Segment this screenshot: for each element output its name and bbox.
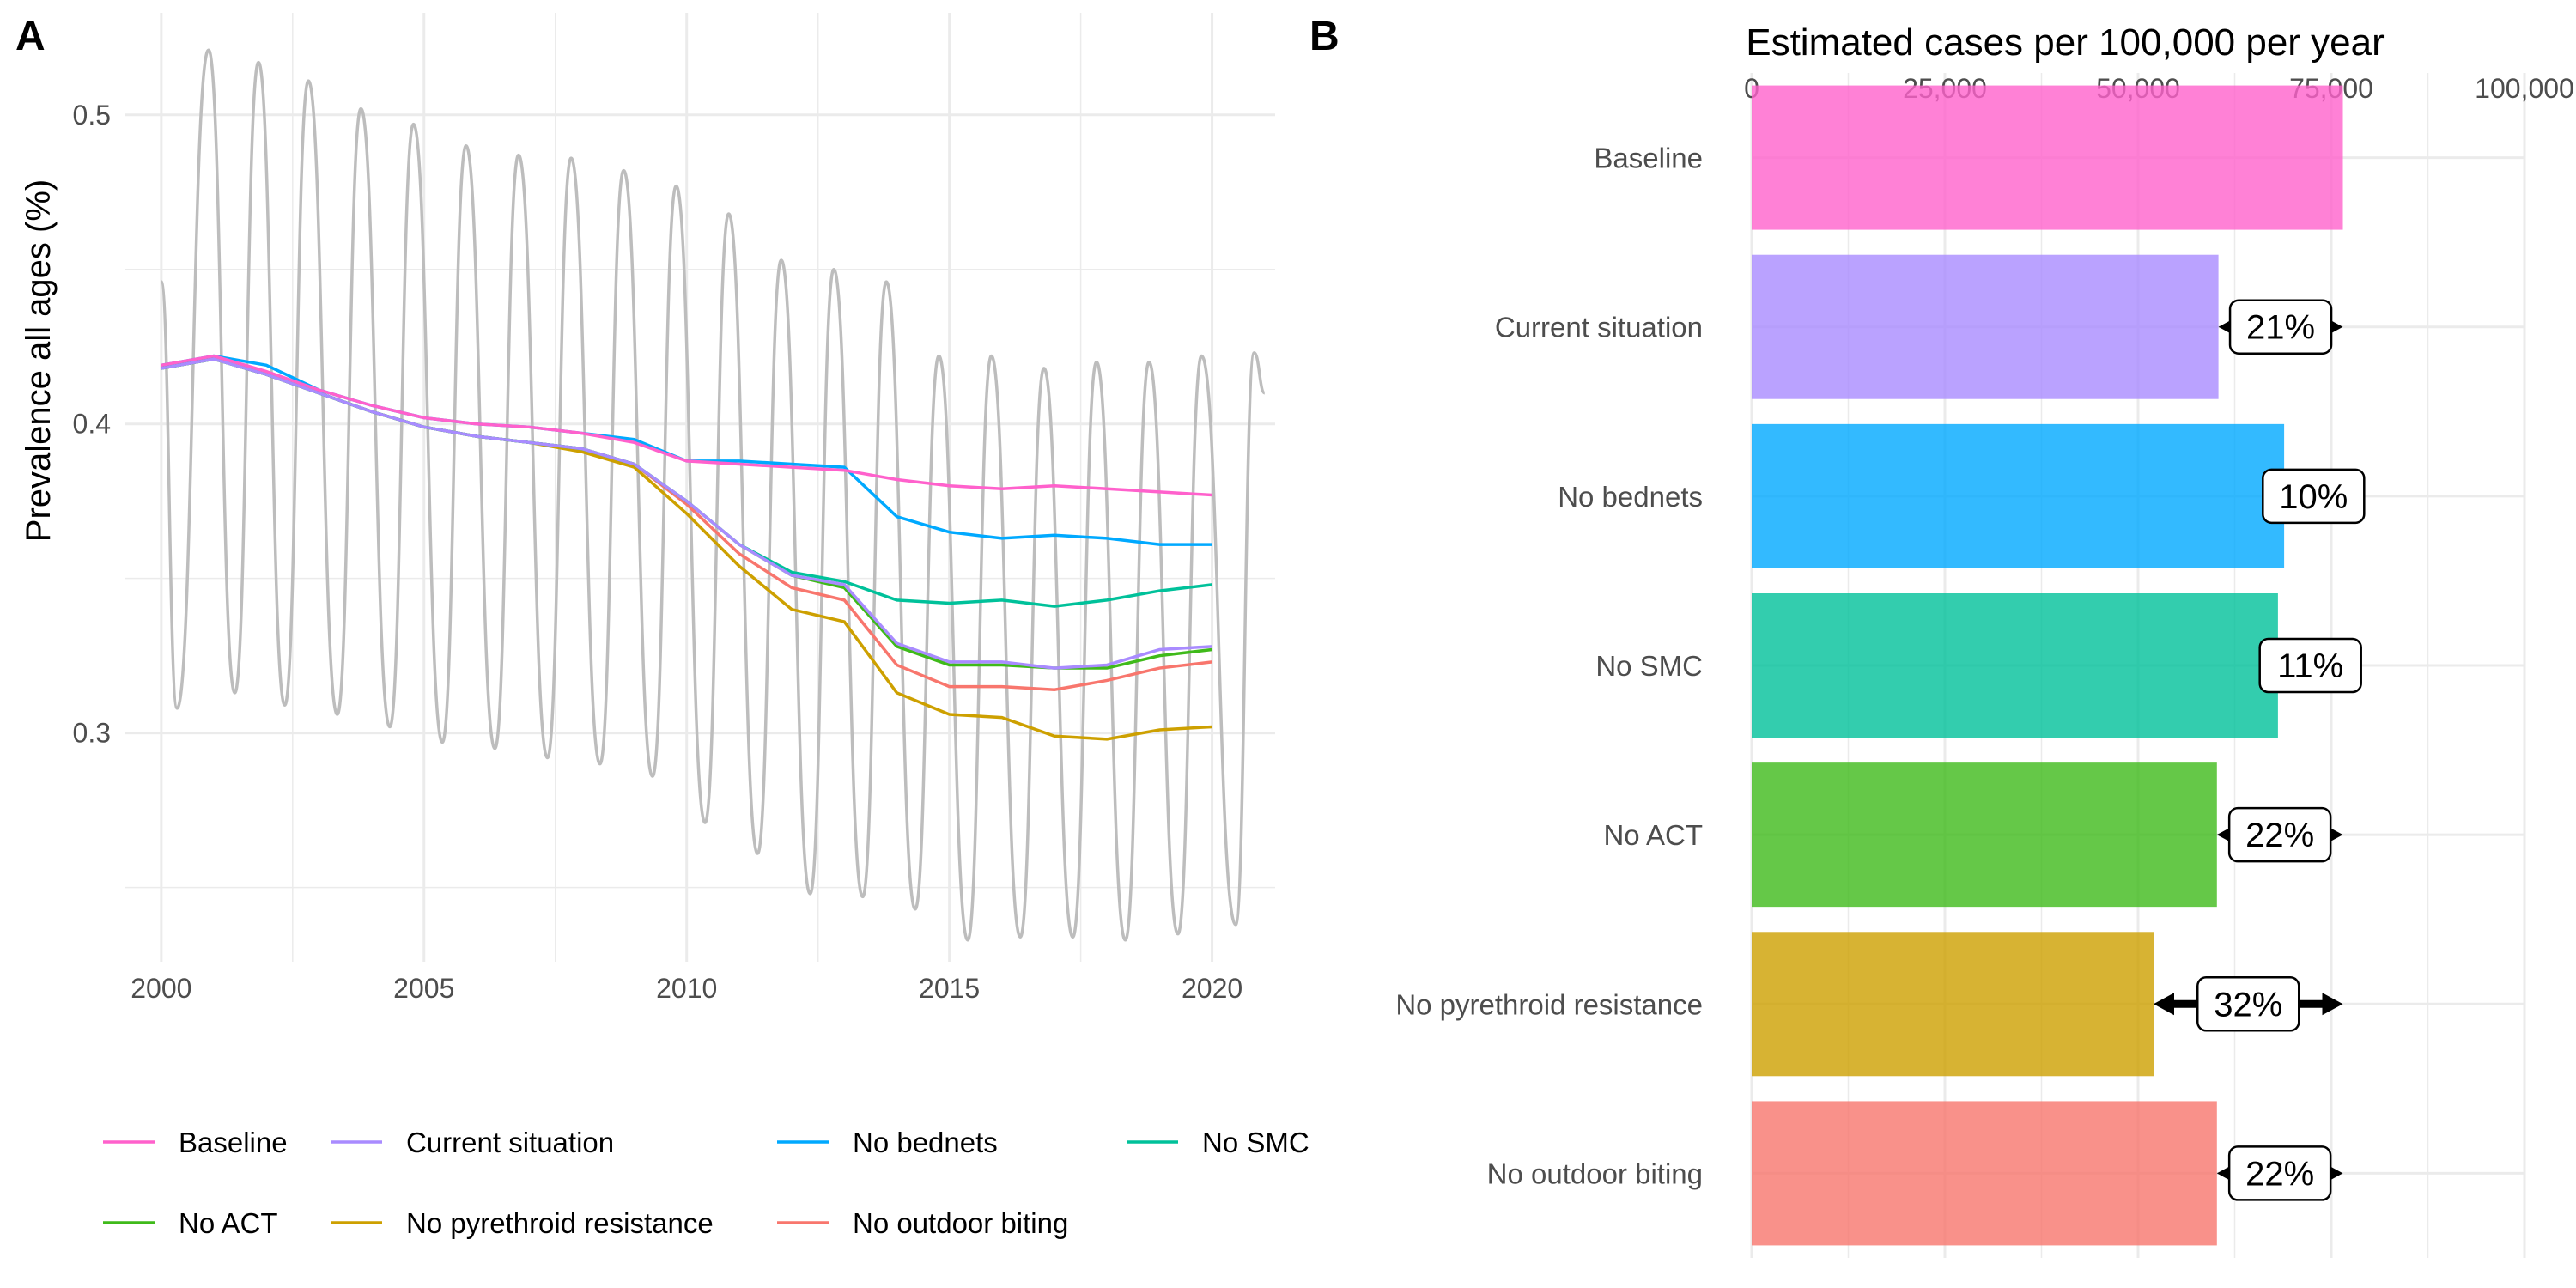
legend-label: Current situation (406, 1127, 614, 1158)
y-axis-label: Prevalence all ages (%) (20, 179, 58, 542)
legend-label: No ACT (179, 1207, 278, 1239)
data-label: 32% (2214, 986, 2282, 1024)
data-label: 21% (2246, 309, 2315, 347)
y-tick-label: 0.4 (73, 409, 111, 440)
x-tick-label: 2010 (656, 973, 717, 1004)
legend: Baseline Current situation No bednets No SM… (103, 1127, 1309, 1239)
arrowhead-right (2322, 993, 2343, 1016)
difference-annotation-current-situation: 21% (2218, 299, 2343, 355)
x-tick-label: 2005 (393, 973, 454, 1004)
legend-item-no-bednets: No bednets (777, 1127, 998, 1158)
bar-no-pyrethroid-resistance (1752, 932, 2154, 1077)
legend-label: Baseline (179, 1127, 288, 1158)
difference-annotation-no-pyrethroid-resistance: 32% (2154, 976, 2343, 1032)
data-label: 22% (2245, 817, 2314, 854)
category-label: No bednets (1558, 481, 1703, 513)
legend-label: No outdoor biting (853, 1207, 1068, 1239)
bar-baseline (1752, 85, 2343, 230)
bar-no-smc (1752, 593, 2278, 738)
legend-item-no-outdoor-biting: No outdoor biting (777, 1207, 1068, 1239)
data-label-box (2196, 976, 2300, 1032)
category-label: No ACT (1603, 819, 1703, 851)
panel-b-label: B (1309, 14, 1340, 59)
data-label-box (2258, 637, 2362, 694)
series-line-current-situation (161, 357, 1212, 670)
x-tick-label: 100,000 (2475, 73, 2574, 104)
category-label: Baseline (1594, 143, 1703, 174)
panel-b-bar-chart: Estimated cases per 100,000 per year 025… (1395, 21, 2574, 1258)
bar-current-situation (1752, 254, 2219, 399)
arrowhead-left (2154, 993, 2174, 1016)
legend-label: No bednets (853, 1127, 998, 1158)
panel-a-line-chart: Prevalence all ages (%) 2000 2005 2010 2015… (20, 13, 1275, 1004)
legend-label: No pyrethroid resistance (406, 1207, 714, 1239)
x-tick-label: 2015 (919, 973, 980, 1004)
category-label: No outdoor biting (1487, 1157, 1703, 1189)
difference-annotation-no-smc: 11% (2258, 637, 2362, 694)
data-label: 11% (2277, 647, 2343, 685)
data-label-box (2227, 806, 2332, 863)
bar-no-act (1752, 762, 2217, 908)
x-tick-label: 2020 (1182, 973, 1242, 1004)
data-label-box (2228, 299, 2333, 355)
legend-item-current-situation: Current situation (331, 1127, 614, 1158)
data-label-box (2227, 1145, 2332, 1201)
category-label: No SMC (1595, 650, 1703, 682)
y-tick-label: 0.5 (73, 100, 111, 131)
seasonal-prevalence-line (160, 48, 1267, 942)
legend-label: No SMC (1202, 1127, 1309, 1158)
bar-no-bednets (1752, 423, 2285, 568)
y-tick-label: 0.3 (73, 718, 111, 749)
x-tick-label: 2000 (131, 973, 191, 1004)
legend-item-no-pyrethroid-resistance: No pyrethroid resistance (331, 1207, 714, 1239)
difference-annotation-no-outdoor-biting: 22% (2216, 1145, 2343, 1201)
category-label: No pyrethroid resistance (1395, 988, 1703, 1020)
category-label: Current situation (1495, 312, 1703, 343)
bar-no-outdoor-biting (1752, 1101, 2217, 1246)
legend-item-no-smc: No SMC (1127, 1127, 1309, 1158)
panel-a-label: A (15, 14, 46, 59)
difference-annotation-no-act: 22% (2216, 806, 2343, 863)
legend-item-no-act: No ACT (103, 1207, 278, 1239)
legend-item-baseline: Baseline (103, 1127, 288, 1158)
data-label-box (2262, 468, 2366, 525)
series-line-baseline (161, 354, 1212, 497)
difference-annotation-no-bednets: 10% (2262, 468, 2366, 525)
data-label: 10% (2279, 478, 2348, 516)
data-label: 22% (2245, 1155, 2314, 1193)
bar-axis-title: Estimated cases per 100,000 per year (1746, 21, 2385, 64)
